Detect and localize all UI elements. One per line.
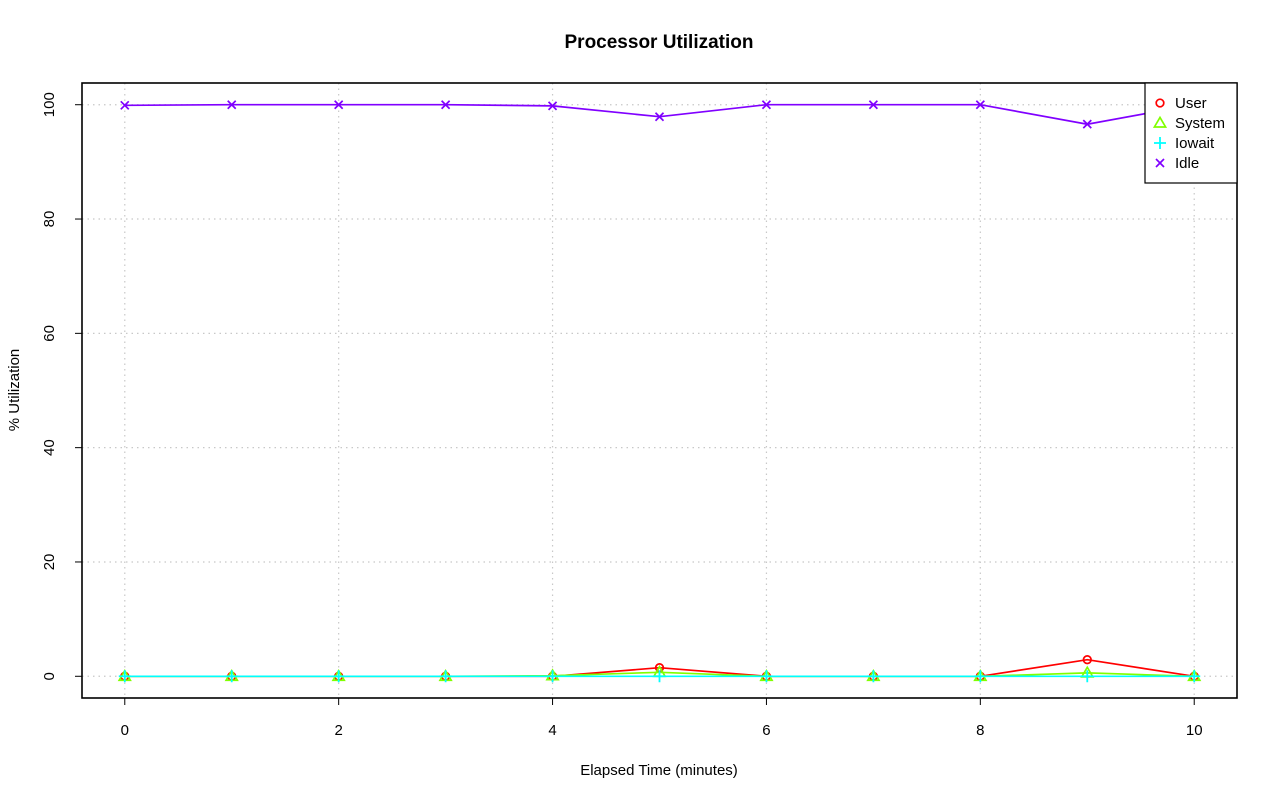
data-point-idle — [761, 100, 772, 110]
data-point-iowait — [546, 670, 559, 683]
data-point-idle — [334, 100, 344, 110]
data-point-iowait — [974, 670, 987, 683]
x-tick-label: 2 — [334, 722, 342, 739]
series-iowait — [118, 670, 1201, 683]
chart-title: Processor Utilization — [565, 32, 754, 53]
legend-label-user: User — [1175, 95, 1207, 112]
x-tick-label: 4 — [548, 722, 556, 739]
x-tick-label: 8 — [976, 722, 984, 739]
data-point-iowait — [332, 670, 345, 683]
series-line-idle — [124, 103, 1195, 126]
data-point-idle — [654, 112, 665, 122]
legend-marker-idle — [1155, 158, 1165, 168]
data-point-iowait — [760, 670, 773, 683]
data-point-iowait — [118, 670, 131, 683]
x-axis-label: Elapsed Time (minutes) — [580, 762, 738, 779]
legend-label-system: System — [1175, 115, 1225, 132]
data-point-iowait — [653, 670, 666, 683]
series-idle — [120, 100, 1199, 129]
data-point-idle — [441, 100, 451, 110]
legend-marker-user — [1155, 98, 1165, 108]
legend-marker-iowait — [1154, 137, 1166, 149]
data-point-iowait — [1188, 670, 1201, 683]
x-tick-label: 0 — [121, 722, 129, 739]
series-layer — [117, 100, 1202, 683]
legend-marker-system — [1152, 115, 1168, 128]
data-point-iowait — [439, 670, 452, 683]
y-tick-label: 100 — [41, 92, 58, 117]
legend-label-iowait: Iowait — [1175, 135, 1215, 152]
y-tick-label: 60 — [41, 325, 58, 342]
data-point-idle — [975, 100, 985, 110]
y-tick-label: 20 — [41, 554, 58, 571]
x-tick-label: 10 — [1186, 722, 1203, 739]
x-tick-label: 6 — [762, 722, 770, 739]
y-tick-label: 40 — [41, 439, 58, 456]
y-tick-label: 0 — [41, 672, 58, 680]
y-tick-label: 80 — [41, 211, 58, 228]
data-point-iowait — [1081, 670, 1094, 683]
data-point-idle — [227, 100, 237, 110]
legend: User System Iowait Idle — [1144, 82, 1238, 184]
data-point-idle — [120, 100, 130, 110]
grid — [82, 83, 1237, 698]
data-point-user — [1082, 655, 1092, 665]
data-point-iowait — [225, 670, 238, 683]
plot-frame — [81, 82, 1238, 699]
data-point-idle — [1082, 119, 1092, 129]
data-point-iowait — [867, 670, 880, 683]
data-point-idle — [547, 101, 558, 111]
y-axis-label: % Utilization — [6, 349, 23, 432]
data-point-idle — [868, 100, 878, 110]
legend-label-idle: Idle — [1175, 155, 1199, 172]
